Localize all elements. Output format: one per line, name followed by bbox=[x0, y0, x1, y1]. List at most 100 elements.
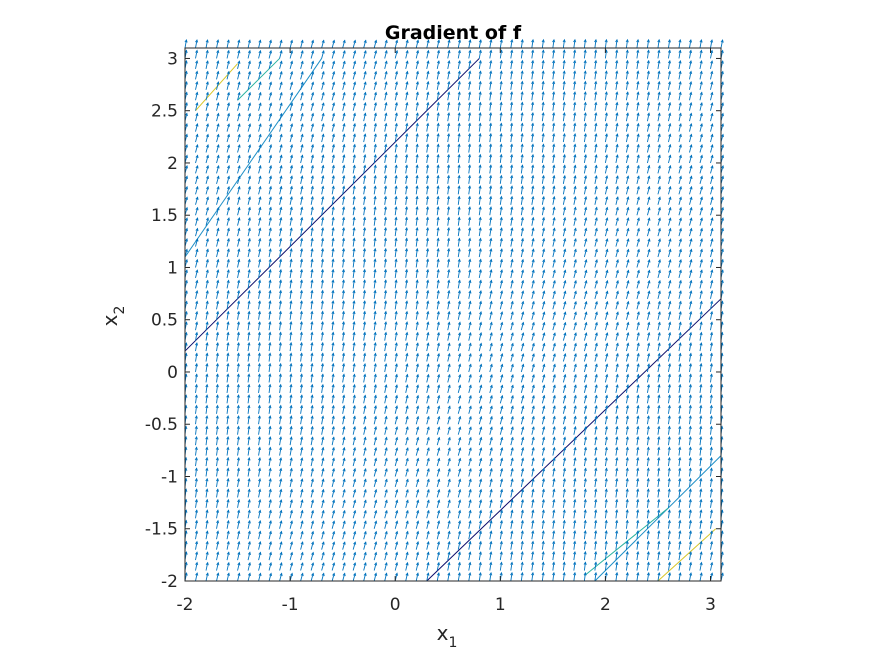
gradient-arrow bbox=[216, 81, 220, 90]
gradient-arrow bbox=[331, 457, 335, 467]
gradient-arrow bbox=[436, 457, 441, 467]
arrow-shaft bbox=[405, 552, 409, 561]
arrow-shaft bbox=[384, 562, 388, 571]
arrow-shaft bbox=[268, 415, 271, 425]
arrow-head bbox=[415, 342, 419, 346]
arrow-shaft bbox=[226, 144, 230, 153]
gradient-arrow bbox=[405, 572, 409, 582]
arrow-shaft bbox=[394, 227, 397, 237]
gradient-arrow bbox=[257, 394, 261, 404]
arrow-shaft bbox=[216, 478, 219, 488]
arrow-head bbox=[374, 499, 378, 503]
arrow-head bbox=[320, 258, 325, 262]
arrow-shaft bbox=[268, 196, 272, 205]
arrow-shaft bbox=[415, 123, 419, 132]
arrow-head bbox=[446, 195, 451, 200]
arrow-shaft bbox=[237, 123, 241, 132]
gradient-arrow bbox=[352, 279, 356, 289]
arrow-head bbox=[205, 70, 209, 75]
gradient-arrow bbox=[331, 425, 335, 435]
arrow-shaft bbox=[321, 102, 325, 111]
arrow-head bbox=[384, 195, 388, 200]
arrow-head bbox=[405, 530, 409, 535]
arrow-head bbox=[426, 300, 430, 304]
gradient-arrow bbox=[405, 509, 409, 519]
arrow-shaft bbox=[436, 40, 440, 49]
arrow-head bbox=[194, 425, 198, 430]
gradient-arrow bbox=[279, 175, 283, 184]
gradient-arrow bbox=[415, 133, 419, 143]
arrow-head bbox=[447, 70, 451, 75]
arrow-shaft bbox=[216, 92, 219, 101]
arrow-shaft bbox=[279, 374, 282, 383]
arrow-head bbox=[195, 572, 199, 576]
gradient-arrow bbox=[258, 227, 262, 237]
arrow-head bbox=[373, 363, 377, 367]
gradient-arrow bbox=[373, 436, 378, 446]
arrow-head bbox=[447, 551, 451, 555]
arrow-head bbox=[415, 300, 419, 304]
arrow-shaft bbox=[384, 479, 388, 488]
arrow-head bbox=[184, 112, 188, 117]
arrow-head bbox=[405, 342, 409, 346]
arrow-head bbox=[299, 289, 303, 294]
arrow-head bbox=[352, 383, 356, 388]
arrow-shaft bbox=[394, 92, 398, 101]
arrow-shaft bbox=[279, 134, 283, 143]
arrow-shaft bbox=[279, 228, 282, 237]
arrow-head bbox=[184, 227, 188, 232]
arrow-head bbox=[195, 91, 199, 96]
arrow-head bbox=[331, 331, 335, 336]
gradient-arrow bbox=[352, 352, 356, 362]
arrow-shaft bbox=[363, 269, 366, 278]
arrow-shaft bbox=[237, 92, 241, 101]
gradient-arrow bbox=[331, 488, 336, 498]
arrow-shaft bbox=[205, 384, 208, 393]
arrow-shaft bbox=[426, 405, 430, 414]
arrow-shaft bbox=[436, 123, 439, 132]
arrow-shaft bbox=[216, 155, 220, 164]
gradient-arrow bbox=[373, 39, 378, 49]
arrow-head bbox=[405, 572, 409, 576]
gradient-arrow bbox=[310, 216, 314, 226]
arrow-head bbox=[436, 153, 440, 158]
gradient-arrow bbox=[373, 541, 378, 550]
gradient-arrow bbox=[194, 342, 199, 352]
gradient-arrow bbox=[195, 238, 199, 247]
gradient-arrow bbox=[299, 310, 303, 320]
arrow-head bbox=[195, 175, 199, 179]
arrow-head bbox=[363, 164, 367, 169]
gradient-arrow bbox=[205, 394, 209, 404]
arrow-shaft bbox=[415, 363, 419, 373]
arrow-head bbox=[374, 562, 378, 566]
arrow-head bbox=[405, 143, 409, 148]
gradient-arrow bbox=[415, 561, 420, 571]
arrow-head bbox=[248, 102, 252, 106]
arrow-shaft bbox=[247, 186, 251, 195]
gradient-arrow bbox=[258, 509, 262, 519]
arrow-head bbox=[215, 331, 220, 336]
arrow-head bbox=[384, 91, 388, 96]
arrow-shaft bbox=[447, 154, 450, 164]
gradient-arrow bbox=[289, 185, 293, 195]
gradient-arrow bbox=[352, 122, 356, 132]
arrow-shaft bbox=[310, 311, 313, 320]
arrow-head bbox=[300, 102, 304, 106]
gradient-arrow bbox=[236, 394, 240, 404]
arrow-head bbox=[236, 310, 241, 315]
gradient-arrow bbox=[415, 394, 420, 404]
arrow-head bbox=[194, 519, 199, 524]
arrow-head bbox=[394, 268, 398, 273]
gradient-arrow bbox=[279, 509, 283, 519]
arrow-shaft bbox=[352, 479, 356, 488]
arrow-shaft bbox=[405, 154, 408, 164]
gradient-arrow bbox=[352, 60, 357, 70]
gradient-arrow bbox=[279, 268, 283, 278]
arrow-shaft bbox=[258, 165, 262, 174]
gradient-arrow bbox=[436, 499, 441, 508]
arrow-shaft bbox=[289, 280, 292, 289]
arrow-shaft bbox=[384, 311, 387, 320]
gradient-arrow bbox=[289, 352, 293, 362]
arrow-shaft bbox=[363, 552, 367, 561]
gradient-arrow bbox=[405, 174, 409, 184]
